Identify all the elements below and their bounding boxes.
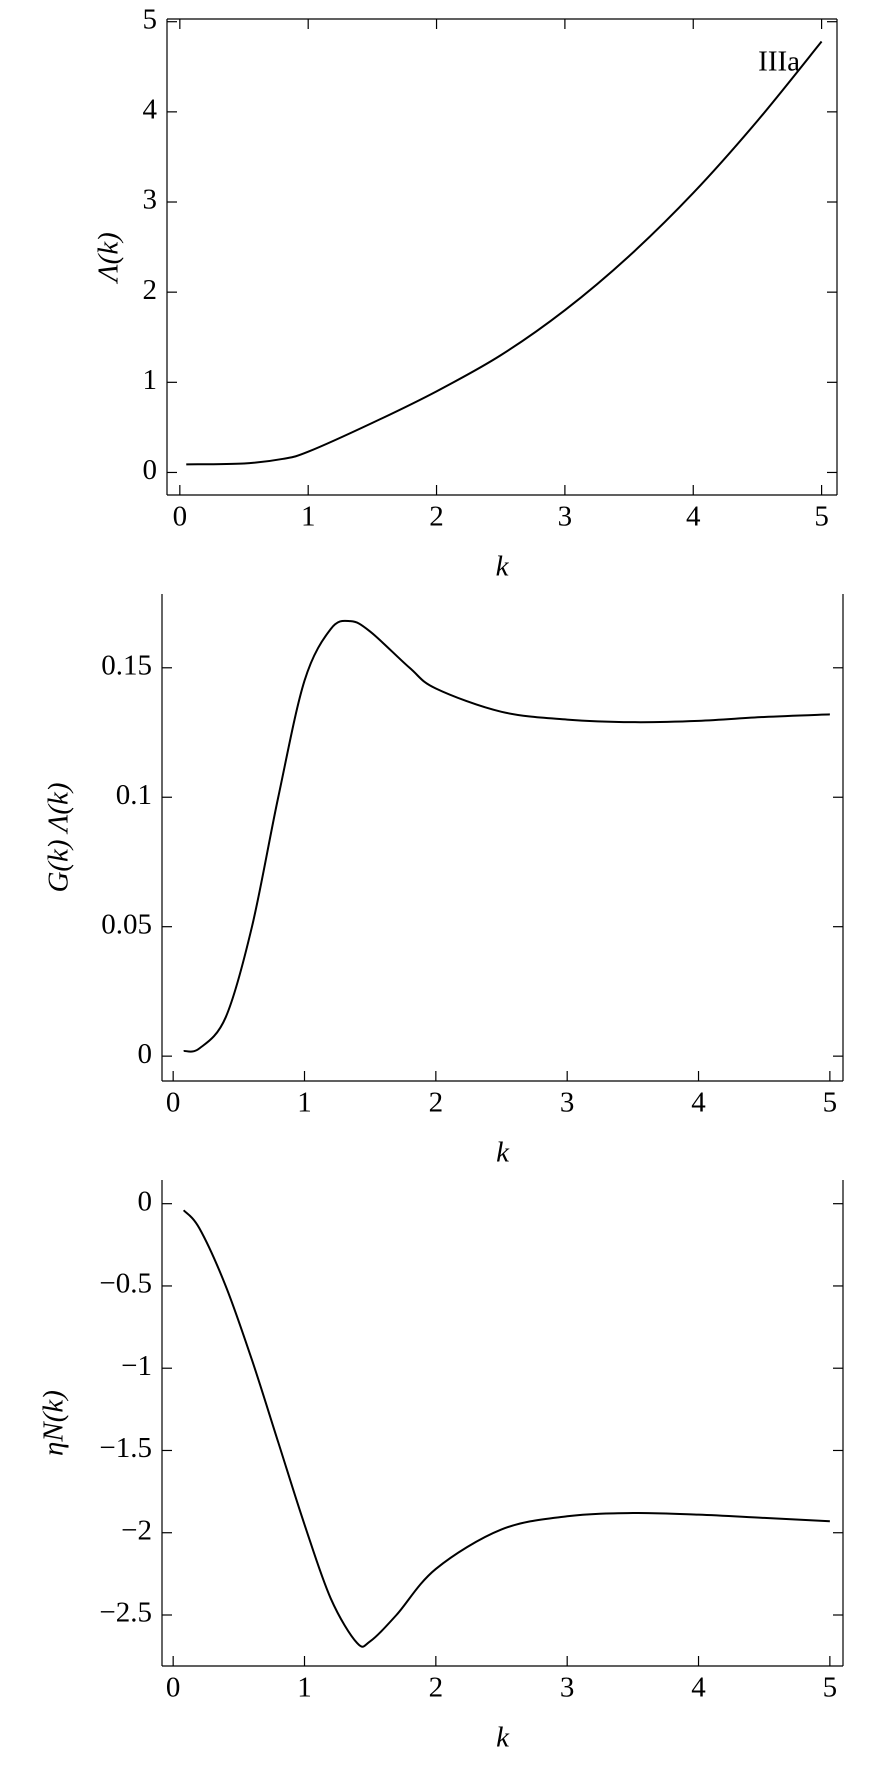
x-tick-label: 0 — [166, 1672, 181, 1704]
y-tick-label: 0 — [138, 1185, 153, 1217]
x-tick-label: 3 — [560, 1087, 575, 1119]
x-axis-label: k — [496, 1722, 510, 1754]
annotation: IIIa — [758, 46, 800, 78]
y-tick-label: 5 — [143, 3, 158, 35]
x-tick-label: 3 — [560, 1672, 575, 1704]
y-tick-label: −1.5 — [99, 1432, 152, 1464]
y-tick-label: −2 — [121, 1514, 152, 1546]
x-tick-label: 0 — [173, 501, 188, 533]
y-tick-label: −1 — [121, 1350, 152, 1382]
y-tick-label: 2 — [143, 274, 158, 306]
line — [183, 619, 830, 1053]
y-axis-label: ηN(k) — [38, 1390, 70, 1456]
x-tick-label: 3 — [558, 501, 573, 533]
x-tick-label: 2 — [429, 1672, 444, 1704]
x-tick-label: 5 — [823, 1087, 838, 1119]
x-axis-label: k — [496, 551, 510, 583]
line — [186, 40, 823, 466]
x-tick-label: 0 — [166, 1087, 181, 1119]
y-tick-label: 0.15 — [101, 649, 152, 681]
y-axis-label: G(k) Λ(k) — [43, 782, 75, 892]
x-tick-label: 1 — [301, 501, 316, 533]
x-tick-label: 1 — [297, 1087, 312, 1119]
x-tick-label: 5 — [823, 1672, 838, 1704]
y-tick-label: −2.5 — [99, 1597, 152, 1629]
y-tick-label: 0.05 — [101, 908, 152, 940]
x-tick-label: 2 — [429, 501, 444, 533]
x-axis-label: k — [496, 1137, 510, 1169]
y-tick-label: 0 — [143, 454, 158, 486]
y-tick-label: −0.5 — [99, 1268, 152, 1300]
x-tick-label: 4 — [686, 501, 701, 533]
y-axis-label: Λ(k) — [93, 232, 125, 285]
x-tick-label: 4 — [691, 1087, 706, 1119]
x-tick-label: 2 — [429, 1087, 444, 1119]
line — [182, 1209, 830, 1648]
x-tick-label: 4 — [691, 1672, 706, 1704]
x-tick-label: 5 — [814, 501, 829, 533]
y-tick-label: 1 — [143, 364, 158, 396]
y-tick-label: 0.1 — [116, 779, 152, 811]
y-tick-label: 3 — [143, 184, 158, 216]
x-tick-label: 1 — [297, 1672, 312, 1704]
y-tick-label: 0 — [138, 1038, 153, 1070]
y-tick-label: 4 — [143, 94, 158, 126]
